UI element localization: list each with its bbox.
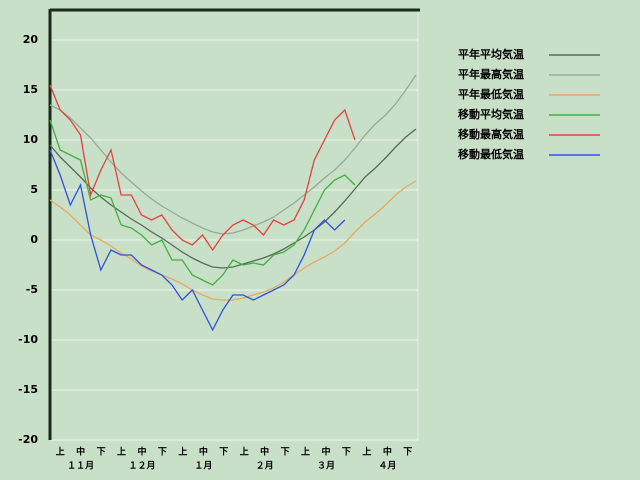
x-month-label: １１月: [67, 461, 94, 472]
legend-label: 移動最高気温: [458, 127, 524, 141]
x-dekad-label: 上: [301, 446, 310, 458]
series-line: [49, 149, 346, 332]
series-line: [49, 119, 356, 286]
x-dekad-label: 上: [362, 446, 371, 458]
y-tick-label: 20: [23, 33, 39, 46]
legend-label: 平年最低気温: [458, 87, 524, 101]
y-tick-label: -15: [18, 383, 38, 396]
y-tick-label: 5: [30, 183, 38, 196]
series-line: [49, 128, 417, 269]
y-tick-label: -10: [18, 333, 38, 346]
x-dekad-label: 下: [281, 447, 290, 458]
y-tick-label: 0: [30, 233, 38, 246]
x-dekad-label: 中: [260, 446, 269, 458]
legend-label: 移動平均気温: [458, 107, 524, 121]
x-month-label: ３月: [317, 461, 335, 472]
x-dekad-label: 下: [342, 447, 351, 458]
x-month-label: ４月: [378, 461, 396, 472]
x-dekad-label: 下: [158, 447, 167, 458]
x-dekad-label: 下: [219, 447, 228, 458]
series-line: [49, 74, 417, 235]
x-dekad-label: 中: [199, 446, 208, 458]
y-tick-label: -20: [18, 433, 38, 446]
x-month-label: １２月: [128, 461, 155, 472]
x-dekad-label: 中: [137, 446, 146, 458]
x-dekad-label: 下: [403, 447, 412, 458]
x-dekad-label: 上: [240, 446, 249, 458]
series-line: [49, 84, 356, 252]
legend-label: 平年平均気温: [458, 47, 524, 61]
x-dekad-label: 上: [117, 446, 126, 458]
legend-label: 平年最高気温: [458, 67, 524, 81]
y-tick-label: 15: [23, 83, 38, 96]
y-tick-label: 10: [23, 133, 39, 146]
x-dekad-label: 中: [321, 446, 330, 458]
x-dekad-label: 中: [76, 446, 85, 458]
y-tick-label: -5: [26, 283, 38, 296]
x-month-label: ２月: [256, 461, 274, 472]
x-dekad-label: 上: [178, 446, 187, 458]
x-dekad-label: 上: [56, 446, 65, 458]
legend-label: 移動最低気温: [458, 147, 524, 161]
series-line: [49, 180, 417, 301]
x-dekad-label: 下: [97, 447, 106, 458]
x-dekad-label: 中: [383, 446, 392, 458]
x-month-label: １月: [194, 461, 212, 472]
